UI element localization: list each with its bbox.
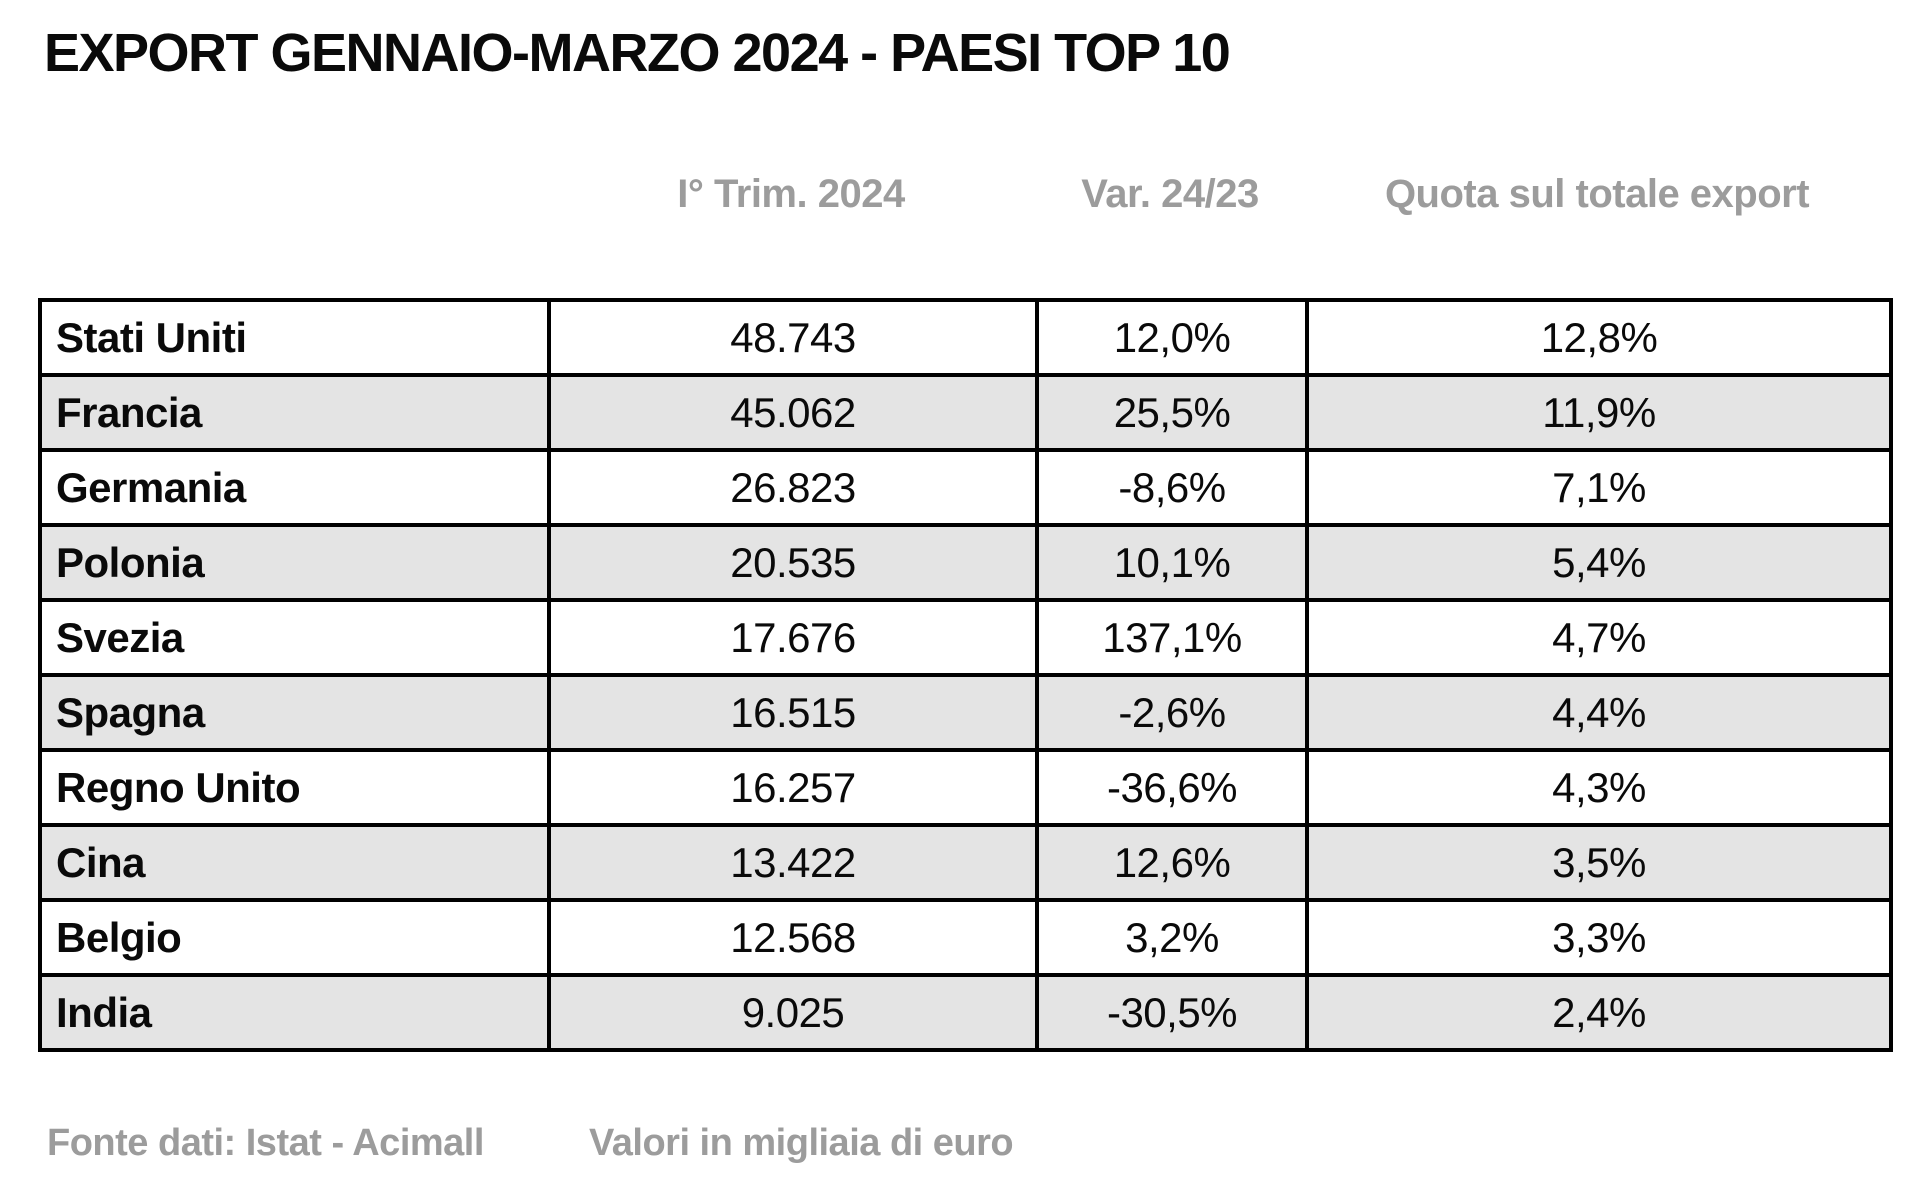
table-row: Belgio 12.568 3,2% 3,3% — [38, 898, 1893, 977]
var-value-cell: -8,6% — [1035, 448, 1309, 527]
country-cell: Germania — [38, 448, 551, 527]
country-cell: Regno Unito — [38, 748, 551, 827]
quota-value-cell: 4,7% — [1305, 598, 1893, 677]
var-value-cell: -36,6% — [1035, 748, 1309, 827]
table-body: Stati Uniti 48.743 12,0% 12,8% Francia 4… — [38, 298, 1893, 1052]
country-cell: Spagna — [38, 673, 551, 752]
export-top10-table: Stati Uniti 48.743 12,0% 12,8% Francia 4… — [38, 298, 1893, 1052]
trim-value-cell: 20.535 — [547, 523, 1039, 602]
trim-value-cell: 13.422 — [547, 823, 1039, 902]
trim-value-cell: 26.823 — [547, 448, 1039, 527]
country-cell: Belgio — [38, 898, 551, 977]
table-row: Svezia 17.676 137,1% 4,7% — [38, 598, 1893, 677]
quota-value-cell: 3,5% — [1305, 823, 1893, 902]
table-row: Spagna 16.515 -2,6% 4,4% — [38, 673, 1893, 752]
trim-value-cell: 45.062 — [547, 373, 1039, 452]
var-value-cell: 12,6% — [1035, 823, 1309, 902]
column-header-quota-export: Quota sul totale export — [1384, 172, 1810, 216]
quota-value-cell: 2,4% — [1305, 973, 1893, 1052]
trim-value-cell: 17.676 — [547, 598, 1039, 677]
quota-value-cell: 4,3% — [1305, 748, 1893, 827]
column-header-trim-2024: I° Trim. 2024 — [677, 172, 905, 216]
var-value-cell: 137,1% — [1035, 598, 1309, 677]
trim-value-cell: 9.025 — [547, 973, 1039, 1052]
quota-value-cell: 11,9% — [1305, 373, 1893, 452]
trim-value-cell: 48.743 — [547, 298, 1039, 377]
quota-value-cell: 7,1% — [1305, 448, 1893, 527]
quota-value-cell: 5,4% — [1305, 523, 1893, 602]
quota-value-cell: 12,8% — [1305, 298, 1893, 377]
var-value-cell: 10,1% — [1035, 523, 1309, 602]
var-value-cell: 3,2% — [1035, 898, 1309, 977]
trim-value-cell: 16.515 — [547, 673, 1039, 752]
trim-value-cell: 12.568 — [547, 898, 1039, 977]
country-cell: Cina — [38, 823, 551, 902]
country-cell: Francia — [38, 373, 551, 452]
var-value-cell: 25,5% — [1035, 373, 1309, 452]
values-unit-note: Valori in migliaia di euro — [589, 1122, 1014, 1164]
country-cell: Svezia — [38, 598, 551, 677]
data-source-note: Fonte dati: Istat - Acimall — [47, 1122, 484, 1164]
column-header-var-24-23: Var. 24/23 — [1081, 172, 1259, 216]
trim-value-cell: 16.257 — [547, 748, 1039, 827]
var-value-cell: 12,0% — [1035, 298, 1309, 377]
table-row: Germania 26.823 -8,6% 7,1% — [38, 448, 1893, 527]
table-row: India 9.025 -30,5% 2,4% — [38, 973, 1893, 1052]
table-row: Cina 13.422 12,6% 3,5% — [38, 823, 1893, 902]
table-row: Francia 45.062 25,5% 11,9% — [38, 373, 1893, 452]
country-cell: India — [38, 973, 551, 1052]
quota-value-cell: 3,3% — [1305, 898, 1893, 977]
page-title: EXPORT GENNAIO-MARZO 2024 - PAESI TOP 10 — [44, 23, 1231, 83]
table-row: Polonia 20.535 10,1% 5,4% — [38, 523, 1893, 602]
var-value-cell: -2,6% — [1035, 673, 1309, 752]
var-value-cell: -30,5% — [1035, 973, 1309, 1052]
country-cell: Stati Uniti — [38, 298, 551, 377]
table-row: Regno Unito 16.257 -36,6% 4,3% — [38, 748, 1893, 827]
table-row: Stati Uniti 48.743 12,0% 12,8% — [38, 298, 1893, 377]
country-cell: Polonia — [38, 523, 551, 602]
quota-value-cell: 4,4% — [1305, 673, 1893, 752]
